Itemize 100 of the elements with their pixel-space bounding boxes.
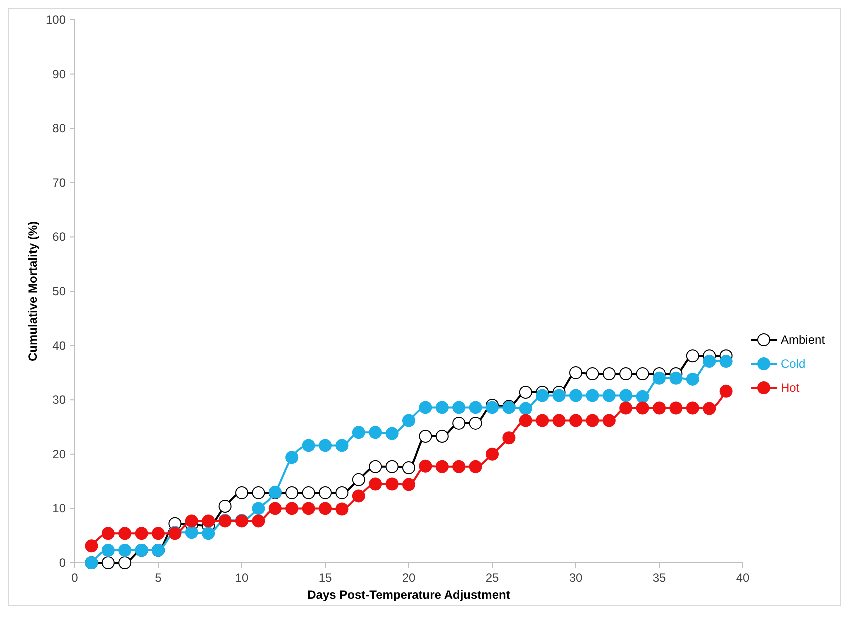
point bbox=[319, 439, 332, 452]
point bbox=[402, 478, 416, 492]
point bbox=[419, 460, 432, 473]
point bbox=[302, 439, 316, 452]
point bbox=[570, 414, 582, 428]
x-tick-label: 35 bbox=[652, 571, 666, 585]
point bbox=[469, 416, 482, 430]
point bbox=[620, 402, 633, 415]
point bbox=[185, 514, 198, 528]
point bbox=[452, 401, 466, 414]
point bbox=[268, 502, 282, 516]
point bbox=[252, 514, 266, 528]
x-tick-label: 20 bbox=[402, 571, 416, 585]
point bbox=[336, 486, 349, 500]
point bbox=[102, 556, 115, 570]
x-tick-label: 25 bbox=[486, 571, 500, 585]
y-tick-label: 70 bbox=[52, 176, 66, 190]
y-tick-label: 60 bbox=[52, 230, 66, 244]
y-tick-label: 50 bbox=[52, 284, 66, 298]
point bbox=[586, 414, 600, 428]
x-tick-label: 0 bbox=[72, 571, 79, 585]
point bbox=[118, 544, 132, 558]
point bbox=[436, 430, 449, 443]
point bbox=[519, 414, 532, 428]
point bbox=[286, 502, 299, 516]
x-tick-label: 30 bbox=[569, 571, 583, 585]
x-tick-label: 40 bbox=[736, 571, 750, 585]
point bbox=[703, 355, 716, 368]
point bbox=[286, 451, 299, 464]
point bbox=[452, 416, 466, 430]
point bbox=[152, 527, 165, 540]
point bbox=[519, 402, 532, 416]
point bbox=[570, 366, 582, 380]
point bbox=[419, 430, 432, 443]
point bbox=[302, 502, 316, 516]
point bbox=[720, 355, 733, 368]
point bbox=[352, 426, 366, 440]
point bbox=[319, 502, 332, 516]
point bbox=[469, 401, 482, 414]
point bbox=[402, 461, 416, 474]
y-tick-label: 10 bbox=[52, 502, 66, 516]
y-axis-title: Cumulative Mortality (%) bbox=[26, 221, 40, 362]
y-tick-label: 100 bbox=[46, 13, 66, 27]
point bbox=[202, 527, 216, 540]
point bbox=[286, 486, 299, 500]
point bbox=[703, 402, 716, 416]
point bbox=[653, 402, 666, 415]
point bbox=[670, 402, 683, 415]
point bbox=[369, 426, 382, 440]
point bbox=[636, 368, 650, 381]
point bbox=[452, 460, 466, 474]
point bbox=[218, 500, 232, 514]
point bbox=[402, 414, 416, 428]
y-tick-label: 40 bbox=[52, 338, 66, 353]
point bbox=[469, 460, 482, 474]
point bbox=[602, 368, 616, 381]
point bbox=[602, 414, 616, 428]
point bbox=[252, 486, 266, 500]
y-tick-label: 30 bbox=[52, 393, 66, 408]
point bbox=[419, 401, 432, 414]
point bbox=[118, 556, 132, 570]
point bbox=[252, 502, 266, 516]
point bbox=[552, 414, 566, 428]
point bbox=[570, 389, 582, 402]
x-tick-label: 15 bbox=[318, 571, 332, 585]
point bbox=[236, 486, 248, 500]
point bbox=[369, 460, 382, 474]
point bbox=[202, 514, 216, 528]
point bbox=[486, 448, 499, 461]
point bbox=[536, 414, 550, 428]
legend-label: Cold bbox=[781, 357, 806, 371]
point bbox=[436, 460, 449, 474]
point bbox=[502, 432, 516, 445]
y-tick-label: 90 bbox=[52, 67, 66, 82]
point bbox=[352, 473, 366, 486]
point bbox=[636, 402, 650, 415]
point bbox=[686, 402, 700, 415]
point bbox=[319, 486, 332, 500]
point bbox=[536, 389, 550, 402]
legend-label: Hot bbox=[781, 381, 800, 395]
point bbox=[653, 372, 666, 385]
point bbox=[185, 526, 198, 540]
point bbox=[336, 439, 349, 452]
x-axis-title: Days Post-Temperature Adjustment bbox=[308, 588, 510, 602]
point bbox=[586, 368, 600, 381]
y-tick-label: 0 bbox=[59, 556, 66, 570]
point bbox=[118, 527, 132, 540]
legend-label: Ambient bbox=[781, 333, 826, 347]
point bbox=[519, 386, 532, 399]
point bbox=[369, 478, 382, 491]
point bbox=[670, 372, 683, 385]
point bbox=[586, 389, 600, 402]
point bbox=[602, 389, 616, 402]
y-tick-label: 80 bbox=[52, 122, 66, 136]
point bbox=[620, 368, 633, 381]
point bbox=[386, 460, 399, 474]
point bbox=[135, 527, 148, 540]
point bbox=[386, 427, 399, 440]
point bbox=[620, 389, 633, 402]
point bbox=[85, 540, 98, 553]
